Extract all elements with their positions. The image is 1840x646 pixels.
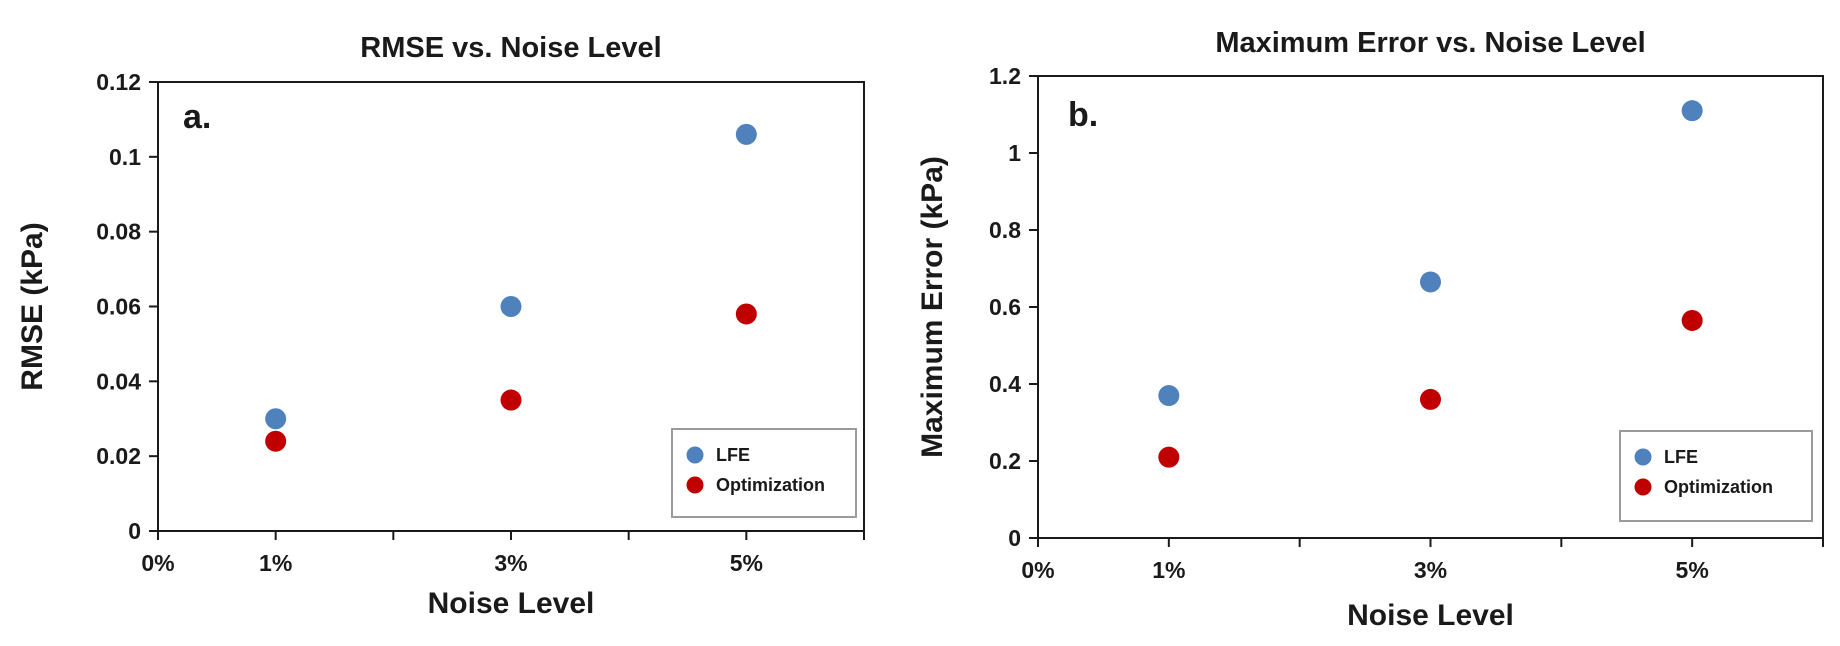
data-point-lfe (265, 408, 287, 430)
y-tick-label: 0.2 (989, 448, 1021, 474)
x-tick-label: 3% (1414, 557, 1447, 583)
x-tick-label: 1% (1152, 557, 1185, 583)
x-tick-label: 0% (141, 550, 174, 576)
x-tick-label: 5% (1676, 557, 1709, 583)
x-tick-label: 1% (259, 550, 292, 576)
legend-box (1619, 430, 1813, 522)
data-point-optimization (265, 430, 287, 452)
data-point-optimization (1158, 446, 1180, 468)
data-point-lfe (1158, 385, 1180, 407)
y-axis-title: RMSE (kPa) (16, 222, 49, 390)
x-tick-label: 3% (494, 550, 527, 576)
legend-label: LFE (716, 445, 750, 465)
x-axis-title: Noise Level (1347, 599, 1514, 632)
data-point-optimization (735, 303, 757, 325)
legend: LFE Optimization (671, 428, 857, 518)
legend-label: Optimization (1664, 477, 1773, 497)
legend-marker-lfe (1634, 448, 1652, 466)
x-axis-title: Noise Level (428, 587, 595, 620)
legend-marker-optimization (686, 476, 704, 494)
chart-title: RMSE vs. Noise Level (360, 32, 661, 64)
y-tick-label: 0.4 (989, 371, 1021, 397)
legend: LFE Optimization (1619, 430, 1813, 522)
y-tick-label: 0.08 (96, 219, 141, 245)
x-tick-label: 0% (1021, 557, 1054, 583)
chart-panel-a: RMSE vs. Noise Level a. Noise Level RMSE (k… (16, 32, 865, 620)
data-point-lfe (1681, 100, 1703, 122)
data-point-optimization (1681, 309, 1703, 331)
y-axis-title: Maximum Error (kPa) (916, 156, 949, 458)
legend-label: Optimization (716, 475, 825, 495)
y-tick-label: 0.8 (989, 217, 1021, 243)
data-point-optimization (500, 389, 522, 411)
y-tick-label: 1.2 (989, 63, 1021, 89)
chart-panel-b: Maximum Error vs. Noise Level b. Noise Lev… (916, 27, 1824, 632)
legend-label: LFE (1664, 447, 1698, 467)
panel-label: b. (1068, 96, 1098, 134)
y-tick-label: 0.04 (96, 368, 141, 394)
data-point-optimization (1420, 388, 1441, 410)
y-tick-label: 0.06 (96, 294, 141, 320)
y-tick-label: 0 (1008, 525, 1021, 551)
data-point-lfe (735, 123, 757, 145)
y-tick-label: 0.12 (96, 69, 141, 95)
data-point-lfe (1420, 271, 1441, 293)
legend-box (671, 428, 857, 518)
chart-title: Maximum Error vs. Noise Level (1215, 27, 1645, 59)
y-tick-label: 1 (1008, 140, 1021, 166)
panel-label: a. (183, 98, 211, 136)
y-tick-label: 0.1 (109, 144, 141, 170)
x-tick-label: 5% (730, 550, 763, 576)
y-tick-label: 0.02 (96, 443, 141, 469)
y-tick-label: 0.6 (989, 294, 1021, 320)
legend-marker-lfe (686, 446, 704, 464)
y-tick-label: 0 (128, 518, 141, 544)
legend-marker-optimization (1634, 478, 1652, 496)
data-point-lfe (500, 296, 522, 317)
